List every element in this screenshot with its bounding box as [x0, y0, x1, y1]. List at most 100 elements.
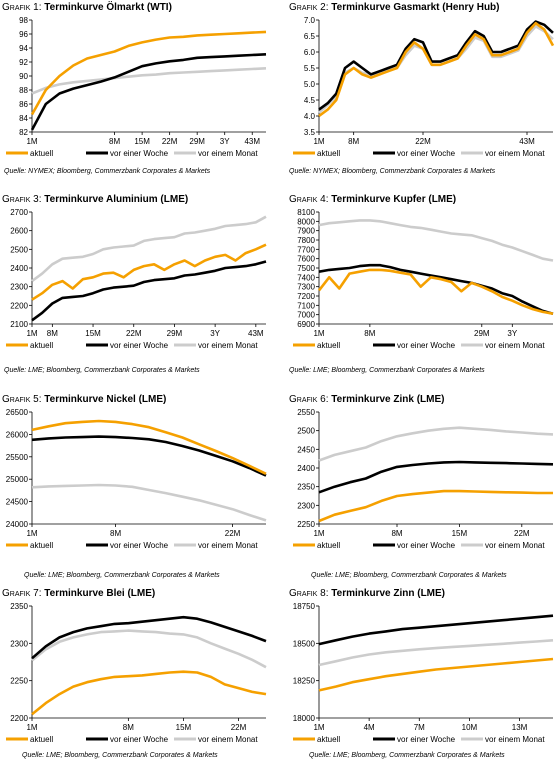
y-tick-label: 2500 [297, 427, 315, 436]
chart-panel-4: Grafik 4: Terminkurve Kupfer (LME) 6900 7… [289, 194, 557, 380]
chart-title-8: Grafik 8: Terminkurve Zinn (LME) [289, 588, 446, 599]
x-tick-label: 22M [514, 529, 530, 538]
legend-label: vor einem Monat [198, 149, 258, 158]
legend-label: aktuell [317, 149, 340, 158]
y-tick-label: 25500 [6, 453, 29, 462]
y-tick-label: 8100 [297, 208, 315, 217]
y-tick-label: 2400 [10, 264, 28, 273]
x-tick-label: 22M [231, 723, 247, 732]
series-line-3 [318, 426, 554, 462]
y-tick-label: 6.0 [304, 48, 316, 57]
y-tick-label: 2300 [10, 283, 28, 292]
source-note-3: Quelle: LME; Bloomberg, Commerzbank Corp… [4, 367, 200, 374]
x-tick-label: 1M [313, 137, 324, 146]
y-tick-label: 2700 [10, 208, 28, 217]
x-tick-label: 4M [364, 723, 375, 732]
y-tick-label: 84 [19, 114, 28, 123]
y-tick-label: 5.0 [304, 80, 316, 89]
legend-label: vor einem Monat [485, 541, 545, 550]
chart-title-4: Grafik 4: Terminkurve Kupfer (LME) [289, 194, 457, 205]
y-tick-label: 7500 [297, 264, 315, 273]
legend-label: aktuell [30, 341, 53, 350]
y-tick-label: 7100 [297, 301, 315, 310]
series-line-1 [31, 243, 267, 301]
series-line-3 [318, 639, 554, 667]
x-tick-label: 1M [313, 529, 324, 538]
series-line-1 [31, 670, 267, 716]
y-tick-label: 3.5 [304, 128, 316, 137]
series-line-1 [318, 657, 554, 692]
series-line-3 [31, 67, 267, 95]
legend-label: vor einem Monat [198, 735, 258, 744]
y-tick-label: 2600 [10, 227, 28, 236]
x-tick-label: 43M [519, 137, 535, 146]
y-tick-label: 88 [19, 86, 28, 95]
y-tick-label: 26500 [6, 408, 29, 417]
y-tick-label: 2500 [10, 245, 28, 254]
source-note-4: Quelle: LME; Bloomberg, Commerzbank Corp… [289, 367, 485, 374]
y-tick-label: 96 [19, 30, 28, 39]
legend-label: vor einer Woche [397, 541, 456, 550]
legend-label: vor einer Woche [397, 149, 456, 158]
x-tick-label: 29M [167, 329, 183, 338]
x-tick-label: 1M [26, 529, 37, 538]
legend-label: vor einem Monat [485, 149, 545, 158]
chart-svg-5: 24000 24500 25000 25500 26000 26500 1M 8M 22M akt… [6, 408, 267, 550]
y-tick-label: 2400 [297, 464, 315, 473]
legend-label: aktuell [317, 735, 340, 744]
y-tick-label: 2250 [297, 520, 315, 529]
x-tick-label: 15M [85, 329, 101, 338]
y-tick-label: 90 [19, 72, 28, 81]
legend-label: aktuell [30, 735, 53, 744]
x-tick-label: 43M [248, 329, 264, 338]
y-tick-label: 24500 [6, 498, 29, 507]
legend-label: aktuell [317, 341, 340, 350]
series-line-2 [318, 614, 554, 646]
series-line-1 [318, 21, 555, 118]
y-tick-label: 2350 [297, 483, 315, 492]
chart-panel-3: Grafik 3: Terminkurve Aluminium (LME) 21… [2, 194, 270, 380]
chart-svg-8: 18000 18250 18500 18750 1M 4M 7M 10M 13M aktuell v… [293, 602, 554, 744]
legend-label: vor einer Woche [110, 149, 169, 158]
x-tick-label: 1M [26, 723, 37, 732]
y-tick-label: 98 [19, 16, 28, 25]
source-note-1: Quelle: NYMEX; Bloomberg, Commerzbank Co… [4, 168, 211, 175]
x-tick-label: 22M [415, 137, 431, 146]
y-tick-label: 18750 [293, 602, 316, 611]
chart-svg-2: 3.5 4.0 4.5 5.0 5.5 6.0 6.5 7.0 1M 8M 22M 43M aktuel… [293, 16, 555, 158]
legend-label: aktuell [30, 541, 53, 550]
series-line-2 [318, 460, 554, 494]
series-line-1 [30, 30, 267, 116]
x-tick-label: 8M [391, 529, 402, 538]
chart-panel-5: Grafik 5: Terminkurve Nickel (LME) 24000… [2, 394, 270, 580]
chart-title-5: Grafik 5: Terminkurve Nickel (LME) [2, 394, 167, 405]
x-tick-label: 8M [123, 723, 134, 732]
chart-panel-8: Grafik 8: Terminkurve Zinn (LME) 18000 18… [289, 588, 557, 762]
y-tick-label: 92 [19, 58, 28, 67]
series-line-1 [31, 419, 267, 475]
x-tick-label: 3Y [220, 137, 230, 146]
y-tick-label: 7900 [297, 227, 315, 236]
x-tick-label: 15M [134, 137, 150, 146]
x-tick-label: 8M [348, 137, 359, 146]
x-tick-label: 15M [452, 529, 468, 538]
y-tick-label: 7400 [297, 273, 315, 282]
y-tick-label: 7600 [297, 255, 315, 264]
y-tick-label: 8000 [297, 217, 315, 226]
y-tick-label: 4.0 [304, 112, 316, 121]
series-line-3 [31, 629, 267, 669]
y-tick-label: 26000 [6, 430, 29, 439]
series-line-2 [318, 20, 554, 111]
x-tick-label: 8M [109, 137, 120, 146]
source-note-2: Quelle: NYMEX; Bloomberg, Commerzbank Co… [289, 168, 496, 175]
x-tick-label: 3Y [210, 329, 220, 338]
x-tick-label: 8M [47, 329, 58, 338]
chart-svg-1: 82 84 86 88 90 92 94 96 98 1M 8M 15M 22M 29M 3Y 43M aktu… [6, 16, 267, 158]
y-tick-label: 2450 [297, 445, 315, 454]
x-tick-label: 1M [313, 723, 324, 732]
series-line-3 [31, 215, 267, 283]
x-tick-label: 1M [26, 137, 37, 146]
y-tick-label: 4.5 [304, 96, 316, 105]
legend-label: vor einer Woche [110, 541, 169, 550]
series-line-2 [318, 263, 554, 315]
